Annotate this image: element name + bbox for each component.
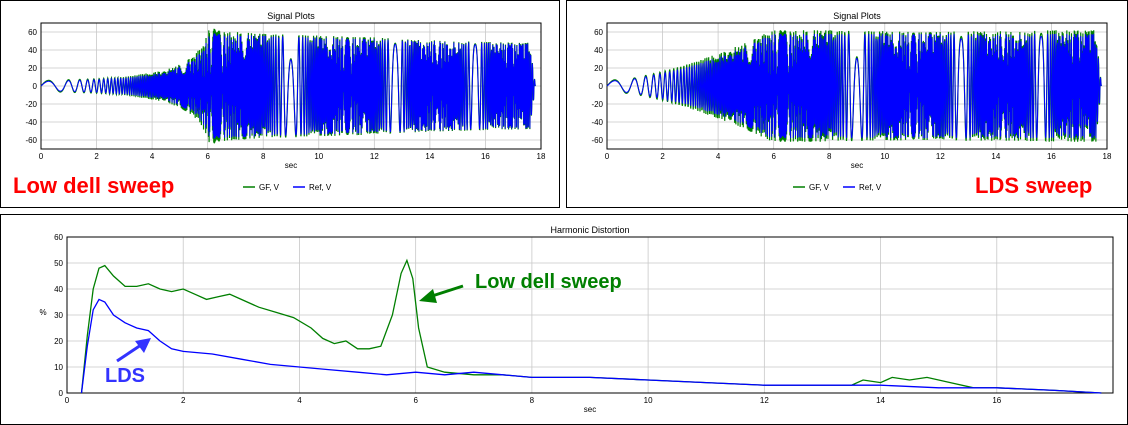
- x-tick-label: 0: [65, 396, 70, 405]
- arrow-lds: [116, 338, 151, 363]
- x-tick-label: 10: [880, 152, 889, 161]
- x-tick-label: 16: [1047, 152, 1056, 161]
- x-tick-label: 14: [425, 152, 434, 161]
- signal-series-ref: [40, 33, 536, 139]
- x-axis-label: sec: [584, 405, 596, 414]
- y-tick-label: 40: [594, 46, 603, 55]
- y-tick-label: 40: [28, 46, 37, 55]
- x-tick-label: 2: [94, 152, 99, 161]
- y-tick-label: 60: [594, 28, 603, 37]
- low-dell-sweep-hd-label: Low dell sweep: [475, 271, 622, 293]
- x-tick-label: 14: [876, 396, 885, 405]
- x-tick-label: 10: [314, 152, 323, 161]
- x-tick-label: 8: [261, 152, 266, 161]
- chart-title: Signal Plots: [267, 11, 315, 21]
- hd-series-low-dell: [80, 258, 1102, 394]
- chart-title: Signal Plots: [833, 11, 881, 21]
- legend-label-gf: GF, V: [809, 183, 830, 192]
- signal-series-ref: [606, 33, 1102, 139]
- arrow-low-dell: [419, 284, 464, 303]
- y-tick-label: 50: [54, 259, 63, 268]
- y-tick-label: 60: [28, 28, 37, 37]
- y-tick-label: -20: [25, 100, 37, 109]
- x-tick-label: 4: [297, 396, 302, 405]
- y-tick-label: 40: [54, 285, 63, 294]
- signal-chart-low-dell: Signal Plots 0 2 4 6 8 10 12 14 16 18 60 40 20 0 -20 -40…: [25, 11, 546, 192]
- grid-lines: [66, 236, 1113, 394]
- x-tick-label: 8: [827, 152, 832, 161]
- y-tick-label: -60: [591, 136, 603, 145]
- y-tick-label: -60: [25, 136, 37, 145]
- y-tick-label: 0: [33, 82, 38, 91]
- signal-plot-panel-low-dell: Signal Plots 0 2 4 6 8 10 12 14 16 18 60 40 20 0 -20 -40…: [0, 0, 560, 208]
- arrow-lds-head: [135, 338, 151, 353]
- x-tick-label: 18: [537, 152, 546, 161]
- x-tick-label: 0: [39, 152, 44, 161]
- lds-hd-label: LDS: [105, 365, 145, 387]
- x-tick-label: 2: [660, 152, 665, 161]
- y-tick-label: -40: [25, 118, 37, 127]
- harmonic-distortion-panel: Harmonic Distortion 0 2 4 6 8 10 12 14 16 60 50 40 30…: [0, 214, 1128, 425]
- x-tick-label: 6: [771, 152, 776, 161]
- x-tick-label: 16: [481, 152, 490, 161]
- y-tick-label: 0: [59, 389, 64, 398]
- x-tick-label: 8: [530, 396, 535, 405]
- x-axis-label: sec: [851, 161, 863, 170]
- x-tick-label: 12: [370, 152, 379, 161]
- y-tick-label: 20: [594, 64, 603, 73]
- y-tick-label: -20: [591, 100, 603, 109]
- y-tick-label: 10: [54, 363, 63, 372]
- arrow-low-dell-head: [419, 289, 437, 303]
- legend-label-ref: Ref, V: [859, 183, 882, 192]
- hd-series-lds: [80, 298, 1102, 394]
- plot-frame: [66, 236, 1114, 394]
- chart-title: Harmonic Distortion: [550, 225, 629, 235]
- x-tick-label: 10: [644, 396, 653, 405]
- signal-chart-lds: Signal Plots 0 2 4 6 8 10 12 14 16 18 60 40 20 0 -20 -40…: [591, 11, 1112, 192]
- x-tick-label: 4: [150, 152, 155, 161]
- y-tick-label: 0: [599, 82, 604, 91]
- legend-label-ref: Ref, V: [309, 183, 332, 192]
- x-tick-label: 6: [413, 396, 418, 405]
- x-tick-label: 4: [716, 152, 721, 161]
- x-tick-label: 12: [936, 152, 945, 161]
- y-tick-label: 60: [54, 233, 63, 242]
- x-axis-label: sec: [285, 161, 297, 170]
- lds-sweep-label: LDS sweep: [975, 173, 1093, 198]
- y-tick-label: 20: [28, 64, 37, 73]
- signal-plot-panel-lds: Signal Plots 0 2 4 6 8 10 12 14 16 18 60 40 20 0 -20 -40…: [566, 0, 1128, 208]
- x-tick-label: 6: [205, 152, 210, 161]
- x-tick-label: 14: [991, 152, 1000, 161]
- low-dell-sweep-label: Low dell sweep: [13, 173, 175, 198]
- y-tick-label: 20: [54, 337, 63, 346]
- y-tick-label: -40: [591, 118, 603, 127]
- x-tick-label: 18: [1103, 152, 1112, 161]
- x-tick-label: 16: [992, 396, 1001, 405]
- y-tick-label: 30: [54, 311, 63, 320]
- harmonic-distortion-chart: Harmonic Distortion 0 2 4 6 8 10 12 14 16 60 50 40 30…: [39, 225, 1114, 414]
- x-tick-label: 0: [605, 152, 610, 161]
- y-axis-label: %: [39, 308, 46, 317]
- x-tick-label: 12: [760, 396, 769, 405]
- legend-label-gf: GF, V: [259, 183, 280, 192]
- x-tick-label: 2: [181, 396, 186, 405]
- arrow-lds-shaft: [116, 343, 142, 363]
